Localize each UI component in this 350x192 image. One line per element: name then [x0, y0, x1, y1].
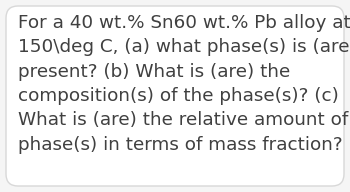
- Text: For a 40 wt.% Sn60 wt.% Pb alloy at
150\deg C, (a) what phase(s) is (are)
presen: For a 40 wt.% Sn60 wt.% Pb alloy at 150\…: [18, 14, 350, 153]
- FancyBboxPatch shape: [6, 6, 344, 186]
